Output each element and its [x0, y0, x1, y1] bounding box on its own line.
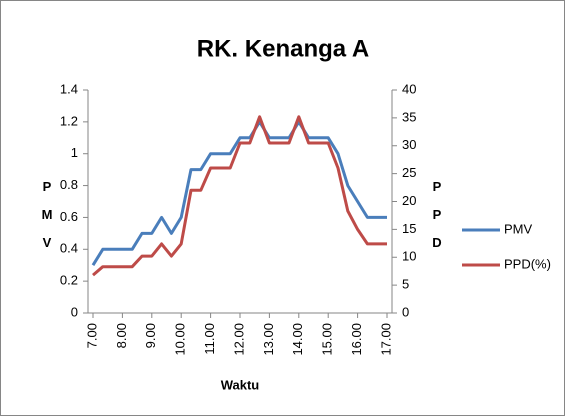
y2-tick-label: 40: [402, 81, 416, 96]
y2-tick-label: 30: [402, 137, 416, 152]
y2-tick-label: 15: [402, 221, 416, 236]
y2-tick-label: 5: [402, 277, 409, 292]
y2-tick-label: 10: [402, 249, 416, 264]
y-tick-label: 0: [71, 304, 78, 319]
chart-title: RK. Kenanga A: [197, 35, 369, 62]
x-tick-label: 12.00: [231, 323, 246, 356]
y2-tick-label: 35: [402, 109, 416, 124]
x-tick-label: 9.00: [143, 323, 158, 348]
x-tick-label: 11.00: [202, 323, 217, 355]
x-tick-label: 13.00: [261, 323, 276, 356]
y-tick-label: 0.4: [60, 241, 78, 256]
y2-tick-label: 0: [402, 304, 409, 319]
x-tick-label: 16.00: [349, 323, 364, 356]
x-tick-label: 17.00: [378, 323, 393, 356]
legend-label: PMV: [504, 221, 533, 236]
y2-tick-label: 20: [402, 193, 416, 208]
y-tick-label: 1.2: [60, 113, 78, 128]
x-tick-label: 14.00: [290, 323, 305, 356]
x-tick-label: 7.00: [84, 323, 99, 348]
y-tick-label: 0.2: [60, 273, 78, 288]
x-tick-label: 10.00: [173, 323, 188, 356]
series-line: [91, 120, 387, 266]
legend-label: PPD(%): [504, 256, 551, 271]
series-line: [92, 115, 387, 277]
x-axis-title: Waktu: [221, 377, 260, 392]
y2-tick-label: 25: [402, 165, 416, 180]
y-tick-label: 1: [71, 145, 78, 160]
x-tick-label: 15.00: [320, 323, 335, 356]
y-tick-label: 0.8: [60, 177, 78, 192]
x-tick-label: 8.00: [114, 323, 129, 348]
y-tick-label: 0.6: [60, 209, 78, 224]
y-tick-label: 1.4: [60, 81, 78, 96]
